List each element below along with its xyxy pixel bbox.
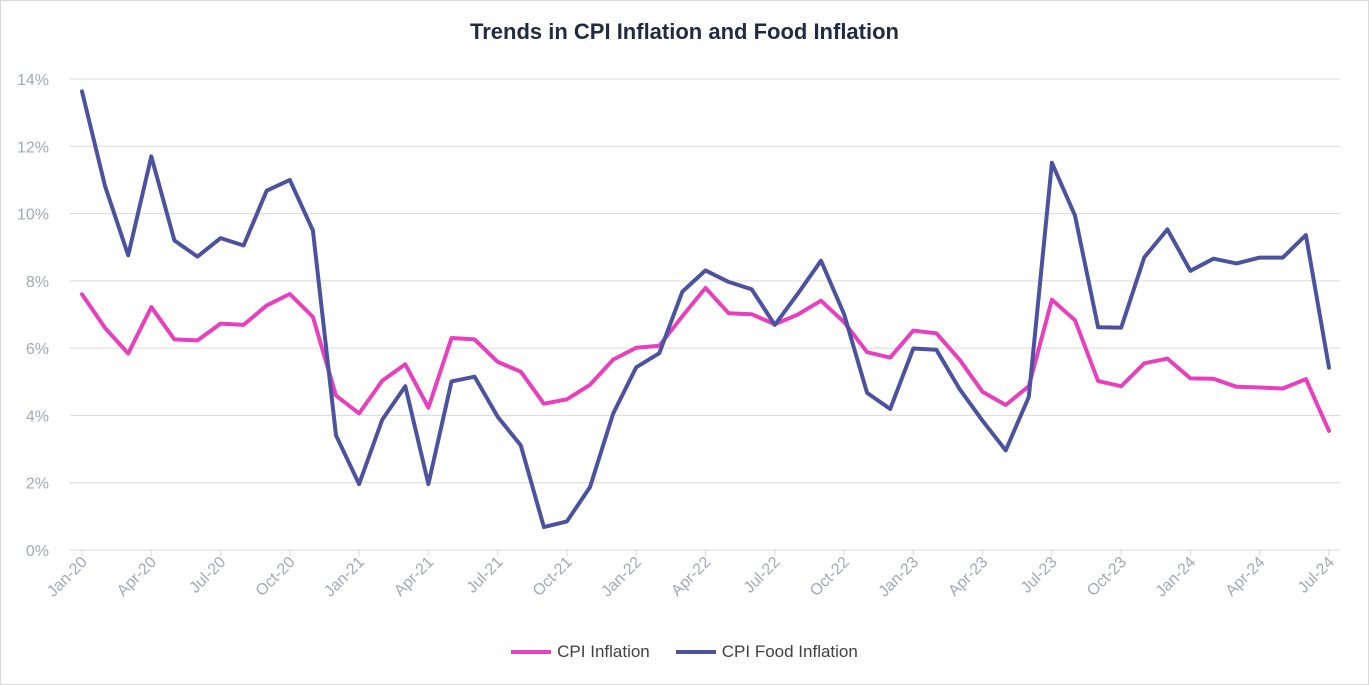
x-tick-label: Jul-23	[1018, 554, 1061, 597]
x-tick-label: Apr-21	[391, 554, 437, 600]
x-tick-label: Jul-21	[464, 554, 507, 597]
x-tick-label: Jan-20	[44, 554, 91, 601]
x-tick-label: Apr-24	[1223, 554, 1269, 600]
x-tick-label: Jul-22	[741, 554, 784, 597]
x-tick-label: Apr-22	[668, 554, 714, 600]
y-tick-label: 14%	[17, 72, 49, 89]
x-tick-label: Jan-23	[876, 554, 923, 601]
legend: CPI Inflation CPI Food Inflation	[1, 642, 1368, 662]
legend-item-cpi-inflation: CPI Inflation	[511, 642, 650, 662]
x-tick-label: Apr-20	[114, 554, 160, 600]
y-tick-label: 10%	[17, 207, 49, 224]
x-tick-label: Jan-22	[598, 554, 645, 601]
x-tick-label: Apr-23	[945, 554, 991, 600]
x-tick-label: Oct-22	[807, 554, 853, 600]
series-line-cpi-inflation	[80, 285, 1331, 433]
y-tick-label: 6%	[26, 341, 49, 358]
x-tick-label: Oct-20	[253, 554, 299, 600]
x-tick-label: Jul-20	[187, 554, 230, 597]
y-tick-label: 12%	[17, 139, 49, 156]
legend-label-cpi-food-inflation: CPI Food Inflation	[721, 642, 858, 661]
chart-title: Trends in CPI Inflation and Food Inflati…	[470, 19, 899, 44]
y-tick-label: 2%	[26, 476, 49, 493]
y-tick-label: 0%	[26, 543, 49, 560]
gridlines	[70, 78, 1340, 484]
x-tick-label: Jan-24	[1153, 554, 1200, 601]
x-axis	[70, 549, 1340, 556]
legend-item-cpi-food-inflation: CPI Food Inflation	[675, 642, 858, 662]
series-lines	[80, 89, 1331, 530]
series-line-cpi-food-inflation	[80, 89, 1331, 530]
x-tick-label: Jan-21	[321, 554, 368, 601]
x-tick-label: Jul-24	[1295, 554, 1338, 597]
y-axis-ticks: 0% 2% 4% 6% 8% 10% 12% 14%	[17, 72, 49, 560]
legend-swatch-cpi-inflation	[511, 650, 552, 654]
legend-label-cpi-inflation: CPI Inflation	[557, 642, 650, 661]
x-tick-label: Oct-23	[1084, 554, 1130, 600]
y-tick-label: 8%	[26, 274, 49, 291]
x-tick-label: Oct-21	[530, 554, 576, 600]
y-tick-label: 4%	[26, 408, 49, 425]
x-axis-ticks: Jan-20 Apr-20 Jul-20 Oct-20 Jan-21 Apr-21 Jul-…	[44, 554, 1338, 601]
legend-swatch-cpi-food-inflation	[675, 650, 716, 654]
